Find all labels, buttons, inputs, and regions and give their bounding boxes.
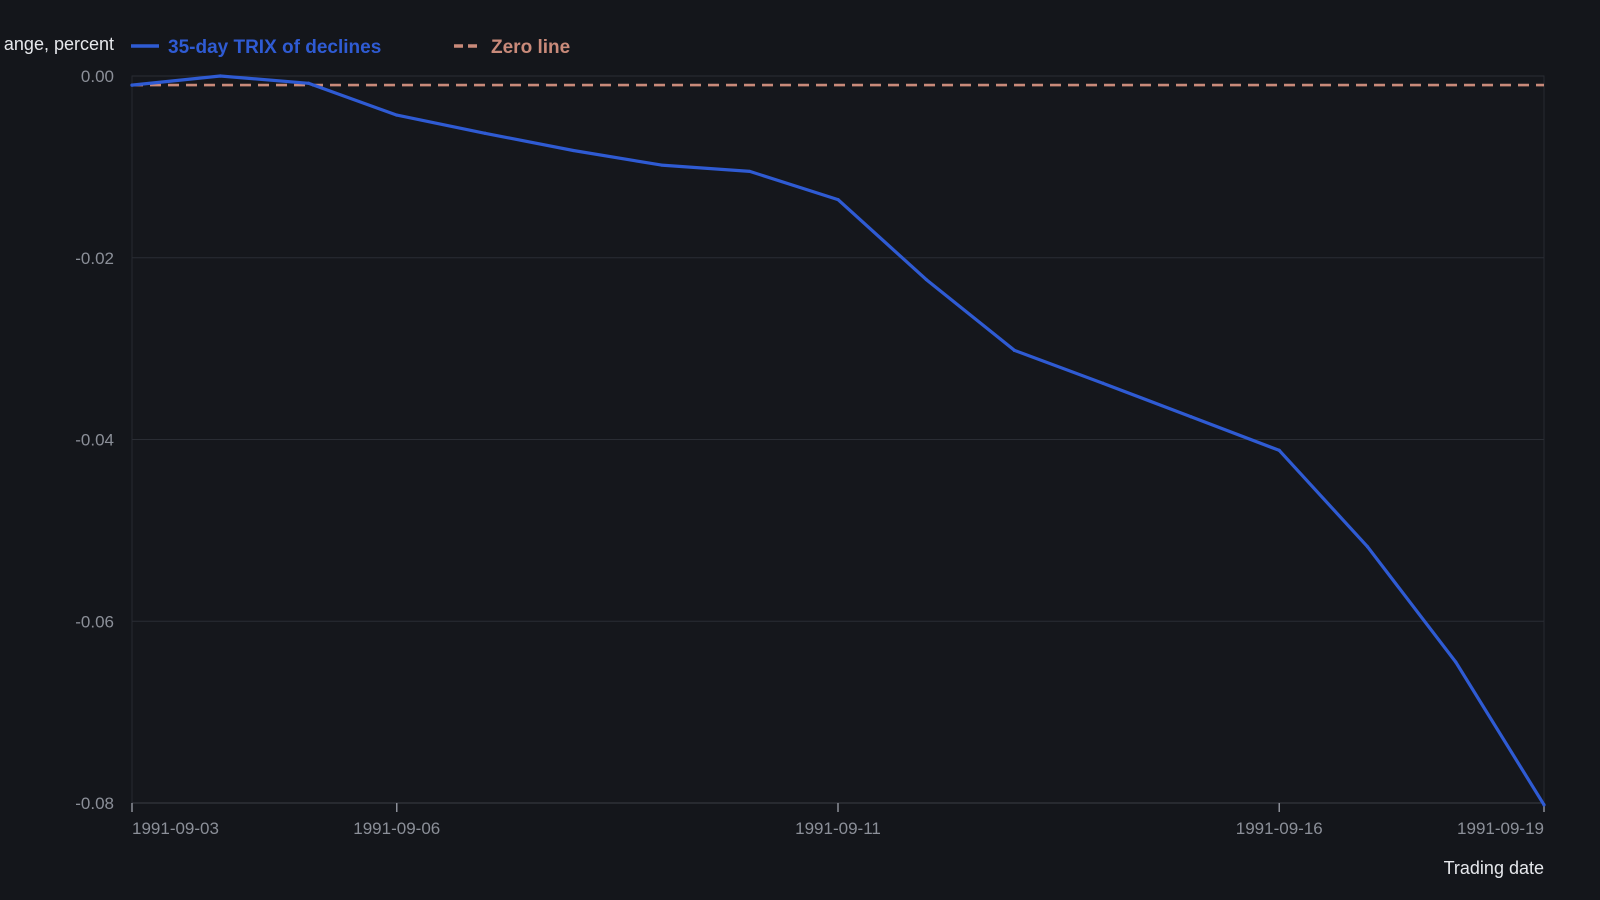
data-point bbox=[836, 197, 840, 202]
x-tick-label: 1991-09-16 bbox=[1236, 819, 1323, 838]
y-tick-label: -0.06 bbox=[75, 612, 114, 631]
legend-label-1: Zero line bbox=[491, 37, 570, 58]
data-point bbox=[218, 74, 222, 78]
y-tick-label: 0.00 bbox=[81, 67, 114, 86]
data-point bbox=[748, 169, 752, 174]
data-point bbox=[1277, 448, 1281, 453]
data-point bbox=[1189, 415, 1193, 419]
data-point bbox=[1012, 348, 1017, 353]
y-axis-title: ange, percent bbox=[4, 34, 114, 54]
data-point bbox=[1365, 545, 1370, 549]
grid-layer bbox=[131, 75, 1545, 804]
data-point bbox=[659, 163, 664, 167]
data-point bbox=[1101, 381, 1105, 385]
x-tick-label: 1991-09-06 bbox=[353, 819, 440, 838]
x-axis-title: Trading date bbox=[1444, 858, 1544, 878]
data-point bbox=[483, 131, 487, 135]
data-point bbox=[130, 83, 134, 87]
x-tick-label: 1991-09-03 bbox=[132, 819, 219, 838]
x-tick-label: 1991-09-19 bbox=[1457, 819, 1544, 838]
data-point bbox=[395, 113, 399, 117]
series-layer bbox=[130, 74, 1546, 807]
legend: 35-day TRIX of declines Zero line bbox=[131, 37, 570, 58]
y-tick-label: -0.04 bbox=[75, 431, 114, 450]
data-point bbox=[1454, 660, 1458, 664]
y-tick-label: -0.02 bbox=[75, 249, 114, 268]
legend-label-0: 35-day TRIX of declines bbox=[168, 37, 381, 58]
y-tick-label: -0.08 bbox=[75, 794, 114, 813]
data-point bbox=[924, 277, 928, 282]
data-point bbox=[1542, 803, 1546, 807]
axis-layer: 0.00 -0.02 -0.04 -0.06 -0.08 1991-09-03 1991-0… bbox=[75, 67, 1545, 838]
data-point bbox=[306, 81, 311, 85]
x-tick-label: 1991-09-11 bbox=[795, 819, 881, 838]
data-point bbox=[571, 148, 575, 153]
